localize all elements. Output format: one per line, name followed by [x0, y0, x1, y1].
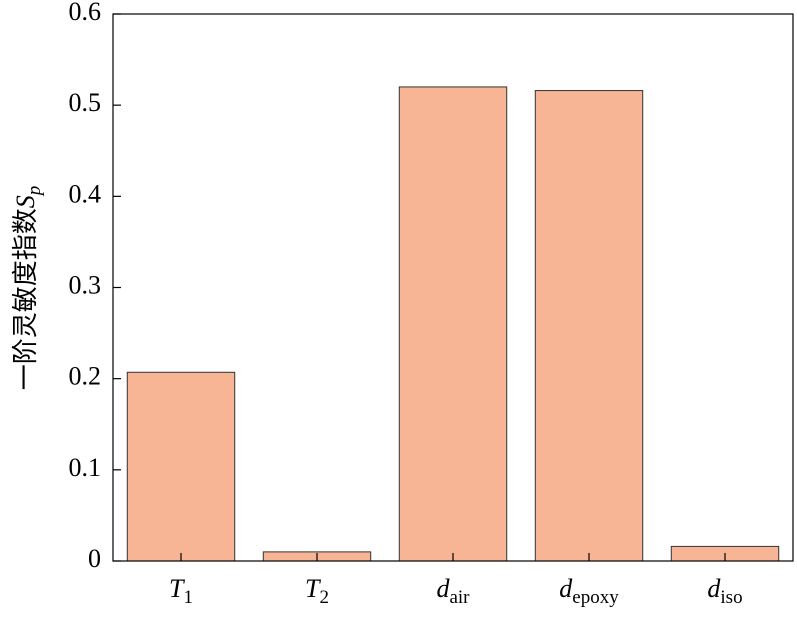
y-tick-label: 0.2 [69, 362, 102, 391]
y-tick-label: 0.3 [69, 270, 102, 299]
bar [398, 86, 508, 562]
y-axis-label: 一阶灵敏度指数Sp [11, 186, 45, 391]
plot-frame [112, 13, 794, 562]
bar [534, 90, 644, 562]
x-tick-label: depoxy [559, 574, 619, 608]
y-tick-label: 0.4 [69, 179, 102, 208]
y-tick-label: 0 [88, 544, 101, 573]
x-tick-label: dair [436, 574, 470, 608]
y-tick-label: 0.5 [69, 88, 102, 117]
x-tick-label: T1 [169, 574, 193, 608]
y-tick-label: 0.6 [69, 0, 102, 26]
y-tick-label: 0.1 [69, 453, 102, 482]
bar [126, 371, 236, 562]
x-tick-label: T2 [305, 574, 329, 608]
x-tick-label: diso [707, 574, 742, 608]
